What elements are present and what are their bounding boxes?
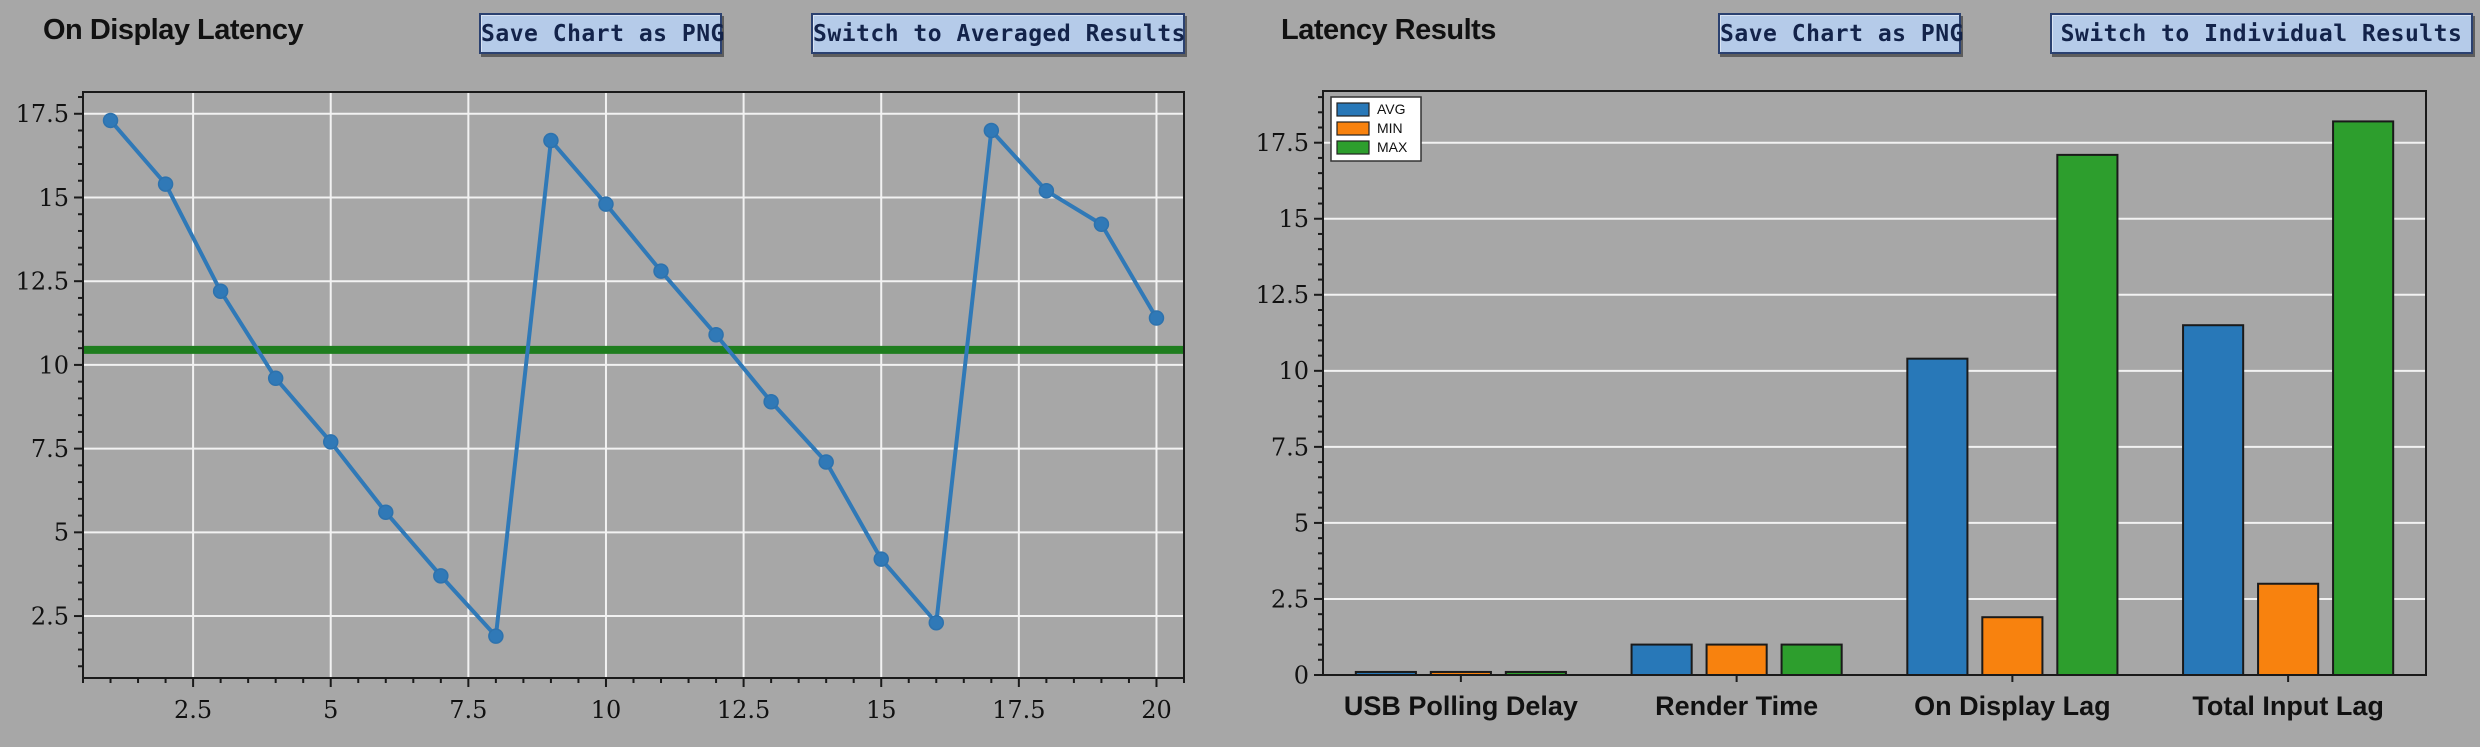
bar-avg: [2182, 324, 2245, 676]
plot-frame: [82, 91, 1185, 679]
legend-label: AVG: [1377, 101, 1406, 117]
category-label: USB Polling Delay: [1344, 691, 1578, 721]
legend: AVG MIN MAX: [1330, 96, 1422, 162]
y-axis-ticks: [74, 96, 83, 668]
tick-label: 17.5: [992, 696, 1045, 724]
save-chart-png-button-right[interactable]: Save Chart as PNG: [1718, 13, 1963, 54]
tick-label: 7.5: [449, 696, 487, 724]
legend-swatch-avg: [1336, 102, 1370, 117]
legend-swatch-max: [1336, 140, 1370, 155]
x-axis-ticks: [82, 678, 1185, 687]
tick-label: 5: [323, 696, 338, 724]
latency-series-markers: [102, 112, 1165, 644]
switch-to-averaged-results-button[interactable]: Switch to Averaged Results: [811, 13, 1186, 54]
bar-groups: [1354, 120, 2395, 676]
tick-label: 10: [1278, 357, 1309, 385]
bar-max: [2056, 153, 2119, 676]
tick-label: 12.5: [16, 268, 69, 296]
bar-avg: [1906, 357, 1969, 676]
tick-label: 10: [38, 351, 69, 379]
tick-label: 7.5: [31, 435, 69, 463]
legend-swatch-min: [1336, 121, 1370, 136]
tick-label: 17.5: [16, 100, 69, 128]
switch-to-individual-results-button[interactable]: Switch to Individual Results: [2050, 13, 2473, 54]
bar-max: [2332, 120, 2395, 676]
tick-label: 5: [1294, 509, 1309, 537]
tick-label: 0: [1294, 661, 1309, 689]
latency-series-line: [108, 118, 1159, 639]
tick-label: 2.5: [31, 602, 69, 630]
category-label: Render Time: [1655, 691, 1818, 721]
bar-min: [1981, 616, 2044, 676]
category-label: Total Input Lag: [2192, 691, 2383, 721]
tick-label: 12.5: [717, 696, 770, 724]
individual-results-panel: On Display Latency Save Chart as PNG Swi…: [0, 0, 1248, 742]
y-axis-ticks: [1314, 96, 1323, 676]
tick-label: 15: [1278, 205, 1309, 233]
averaged-results-panel: Latency Results Save Chart as PNG Switch…: [1248, 0, 2480, 742]
left-chart-title: On Display Latency: [43, 14, 304, 46]
latency-results-bar-chart: 0 2.5 5 7.5 10 12.5 15 17.5 USB Polling Delay Ren…: [1248, 60, 2480, 742]
legend-label: MAX: [1377, 139, 1408, 155]
plot-frame: [1322, 90, 2427, 676]
on-display-latency-line-chart: 2.5 5 7.5 10 12.5 15 17.5 2.5 5 7.5 10 12.5 15 17.5 20: [0, 60, 1248, 742]
bar-max: [1780, 643, 1843, 676]
tick-label: 15: [866, 696, 897, 724]
tick-label: 17.5: [1256, 129, 1309, 157]
tick-label: 15: [38, 184, 69, 212]
line-chart-svg: 2.5 5 7.5 10 12.5 15 17.5 2.5 5 7.5 10 12.5 15 17.5 20: [16, 91, 1185, 724]
bar-chart-svg: 0 2.5 5 7.5 10 12.5 15 17.5 USB Polling Delay Ren…: [1256, 90, 2427, 721]
bar-min: [2257, 582, 2320, 676]
tick-label: 12.5: [1256, 281, 1309, 309]
bar-avg: [1630, 643, 1693, 676]
tick-label: 5: [54, 519, 69, 547]
tick-label: 2.5: [174, 696, 212, 724]
tick-label: 7.5: [1271, 433, 1309, 461]
right-chart-title: Latency Results: [1281, 14, 1496, 46]
x-grid: [192, 92, 1158, 678]
category-label: On Display Lag: [1914, 691, 2111, 721]
tick-label: 20: [1141, 696, 1172, 724]
tick-label: 10: [591, 696, 622, 724]
save-chart-png-button-left[interactable]: Save Chart as PNG: [479, 13, 724, 54]
tick-label: 2.5: [1271, 585, 1309, 613]
legend-label: MIN: [1377, 120, 1403, 136]
bar-min: [1705, 643, 1768, 676]
